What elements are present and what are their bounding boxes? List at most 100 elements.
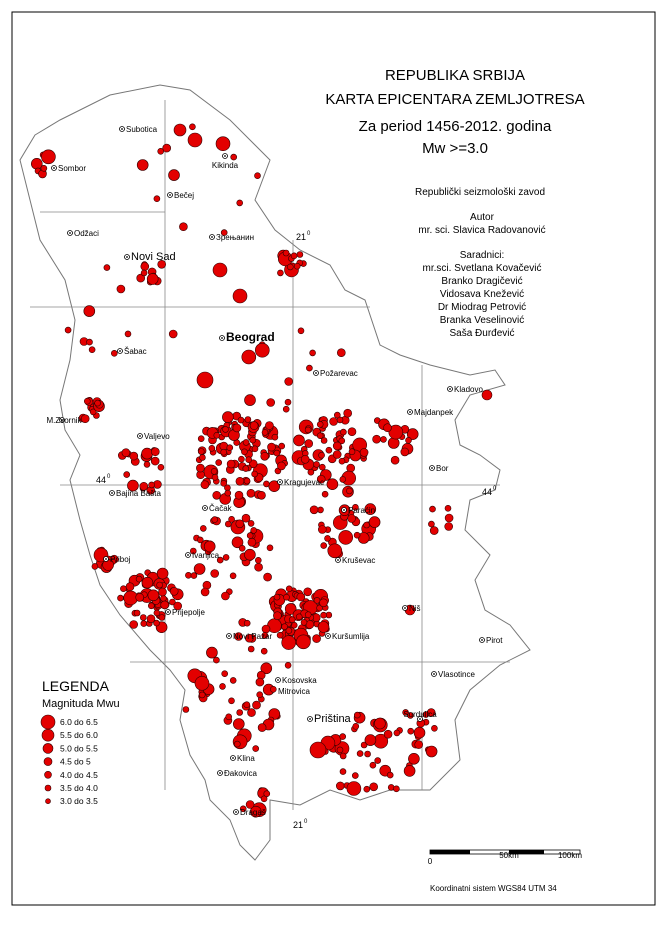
grid-label: 21: [296, 232, 306, 242]
epicenter: [200, 587, 210, 597]
epicenter: [290, 252, 298, 260]
epicenter: [429, 526, 439, 535]
epicenter: [168, 329, 178, 339]
city-marker-dot: [337, 559, 339, 561]
city-marker-dot: [69, 232, 71, 234]
epicenter: [228, 515, 235, 523]
epicenter: [271, 433, 279, 441]
epicenter: [296, 634, 311, 650]
epicenter: [199, 454, 206, 461]
epicenter: [121, 448, 131, 458]
epicenter: [318, 463, 326, 471]
city-marker-dot: [169, 194, 171, 196]
collaborator: mr.sci. Svetlana Kovačević: [423, 263, 542, 274]
epicenter: [136, 273, 145, 283]
epicenter: [197, 435, 205, 443]
epicenter: [425, 745, 438, 758]
city-label: Prijepolje: [172, 608, 205, 617]
epicenter: [40, 165, 48, 172]
city-label: Dragaš: [240, 808, 266, 817]
author: mr. sci. Slavica Radovanović: [418, 225, 545, 236]
epicenter: [266, 398, 276, 407]
city-label: Kruševac: [342, 556, 375, 565]
city-marker-dot: [279, 481, 281, 483]
city-marker-dot: [53, 167, 55, 169]
legend-label: 4.0 do 4.5: [60, 770, 98, 780]
epicenter: [238, 455, 245, 463]
grid-label-sup: 0: [107, 474, 111, 480]
city-marker-dot: [228, 635, 230, 637]
epicenter: [236, 709, 243, 716]
epicenter: [197, 536, 204, 544]
epicenter: [94, 399, 101, 407]
epicenter: [83, 305, 96, 317]
legend: LEGENDA Magnituda Mwu 6.0 do 6.5 5.5 do 6…: [40, 678, 120, 806]
legend-symbol: [45, 798, 51, 805]
legend-title: LEGENDA: [42, 678, 110, 694]
epicenter: [249, 421, 259, 430]
epicenter: [139, 481, 149, 491]
epicenter: [282, 249, 290, 257]
epicenter: [235, 519, 245, 529]
epicenter: [260, 795, 268, 803]
epicenter: [88, 346, 96, 354]
epicenter: [234, 740, 241, 748]
city-label: Vlasotince: [438, 670, 475, 679]
legend-label: 4.5 do 5: [60, 757, 91, 767]
epicenter: [256, 691, 264, 699]
epicenter: [190, 547, 197, 555]
city-label: Majdanpek: [414, 408, 454, 417]
epicenter: [284, 377, 294, 386]
city-label: Šabac: [124, 347, 147, 356]
epicenter: [284, 603, 297, 615]
legend-label: 6.0 do 6.5: [60, 717, 98, 727]
author-heading: Autor: [470, 212, 495, 223]
epicenter: [348, 448, 356, 456]
epicenter: [198, 691, 206, 699]
epicenter: [124, 330, 132, 338]
city-label: Kladovo: [454, 385, 483, 394]
epicenter: [285, 627, 293, 634]
epicenter: [428, 520, 435, 528]
epicenter: [147, 589, 160, 602]
epicenter: [213, 656, 220, 664]
epicenter: [157, 259, 166, 269]
epicenter: [353, 711, 361, 719]
epicenter: [307, 468, 315, 476]
epicenter: [229, 572, 237, 580]
epicenter: [335, 781, 345, 791]
epicenter: [364, 734, 377, 746]
epicenter: [277, 269, 284, 277]
epicenter: [393, 729, 401, 737]
city-marker-dot: [404, 607, 406, 609]
epicenter: [369, 761, 377, 769]
legend-subtitle: Magnituda Mwu: [42, 698, 120, 710]
city-label: M.Zvornik: [46, 416, 82, 425]
city-label: Novi Sad: [131, 251, 176, 263]
epicenter: [312, 634, 321, 643]
epicenter: [444, 513, 454, 523]
epicenter: [374, 717, 386, 730]
city-label: Novi Pazar: [233, 632, 272, 641]
city-label: Bajina Bašta: [116, 489, 161, 498]
epicenter: [196, 463, 205, 473]
epicenter: [129, 451, 139, 461]
city-marker-dot: [481, 639, 483, 641]
collaborator: Saša Đurđević: [449, 328, 514, 339]
epicenter: [321, 490, 329, 498]
cities: Subotica Sombor Kikinda Bečej Odžaci Зрењанин…: [46, 125, 503, 817]
epicenter: [247, 645, 255, 653]
epicenter: [187, 132, 203, 148]
epicenter: [347, 427, 357, 437]
epicenter: [329, 417, 338, 426]
epicenter: [309, 505, 319, 515]
title: KARTA EPICENTARA ZEMLJOTRESA: [325, 91, 584, 108]
grid-label-sup: 0: [304, 819, 308, 825]
title: REPUBLIKA SRBIJA: [385, 67, 525, 84]
collaborator: Branka Veselinović: [440, 315, 525, 326]
subtitle: Za period 1456-2012. godina: [359, 118, 552, 135]
epicenter: [320, 542, 328, 549]
epicenter: [91, 563, 99, 570]
epicenter: [338, 457, 346, 465]
